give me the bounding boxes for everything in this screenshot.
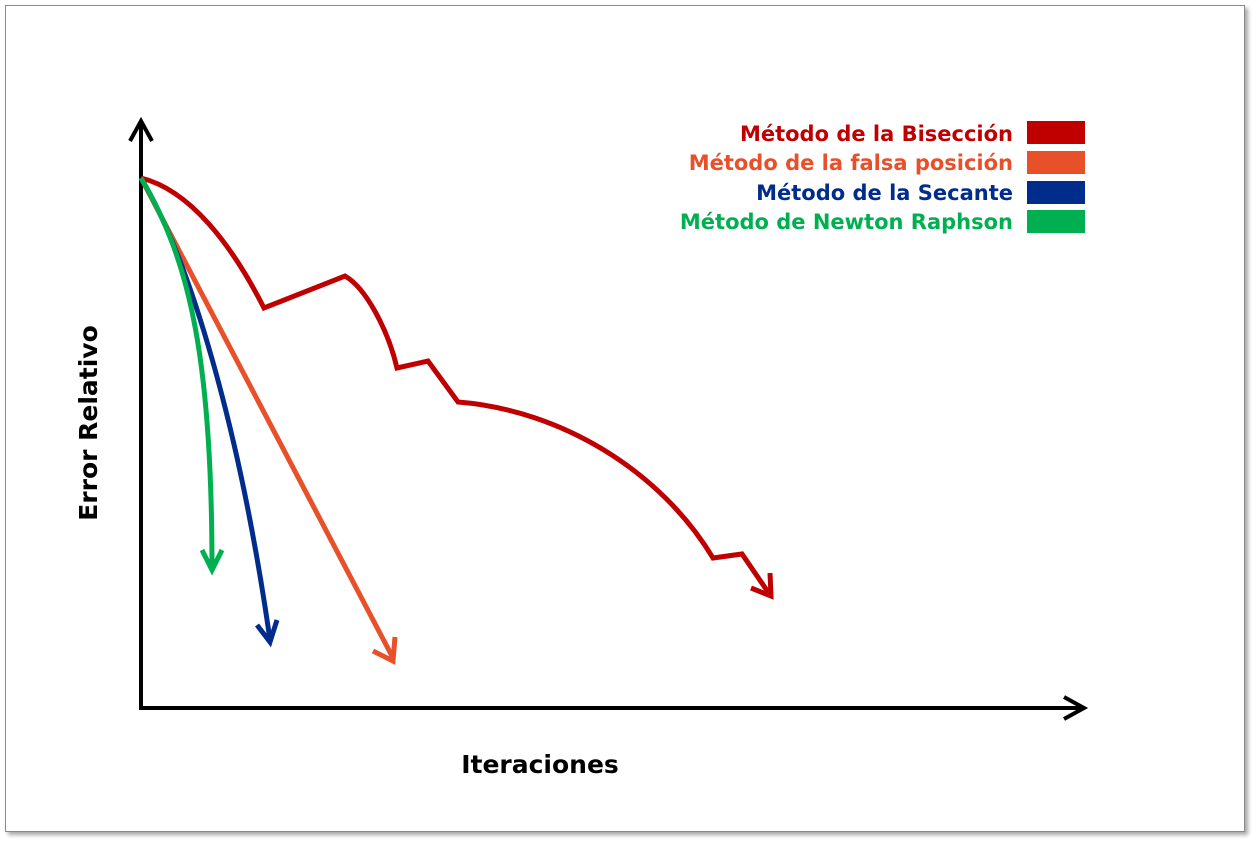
series-secant (138, 176, 280, 648)
x-axis-arrowhead (1063, 695, 1089, 721)
legend-label-false-position: Método de la falsa posición (689, 151, 1013, 175)
legend-swatch-newton (1027, 210, 1085, 233)
y-axis-arrowhead (128, 116, 154, 142)
series-false-position (138, 176, 398, 665)
legend-swatch-false-position (1027, 151, 1085, 174)
legend-label-newton: Método de Newton Raphson (680, 210, 1013, 234)
x-axis-label: Iteraciones (461, 750, 619, 779)
legend-label-bisection: Método de la Bisección (740, 122, 1013, 146)
legend: Método de la Bisección Método de la fals… (680, 121, 1085, 234)
series-line-false-position (138, 176, 396, 660)
legend-swatch-bisection (1027, 121, 1085, 144)
arrowhead-false-position (371, 636, 398, 665)
axes (128, 116, 1089, 721)
series-line-bisection (140, 175, 771, 594)
legend-label-secant: Método de la Secante (756, 181, 1013, 205)
series-line-newton (138, 176, 215, 569)
series-bisection (140, 175, 774, 600)
y-axis-label: Error Relativo (74, 325, 103, 521)
series-newton (138, 176, 225, 576)
arrowhead-bisection (750, 572, 774, 600)
arrowhead-secant (255, 619, 280, 648)
arrowhead-newton (199, 548, 225, 576)
legend-swatch-secant (1027, 181, 1085, 204)
